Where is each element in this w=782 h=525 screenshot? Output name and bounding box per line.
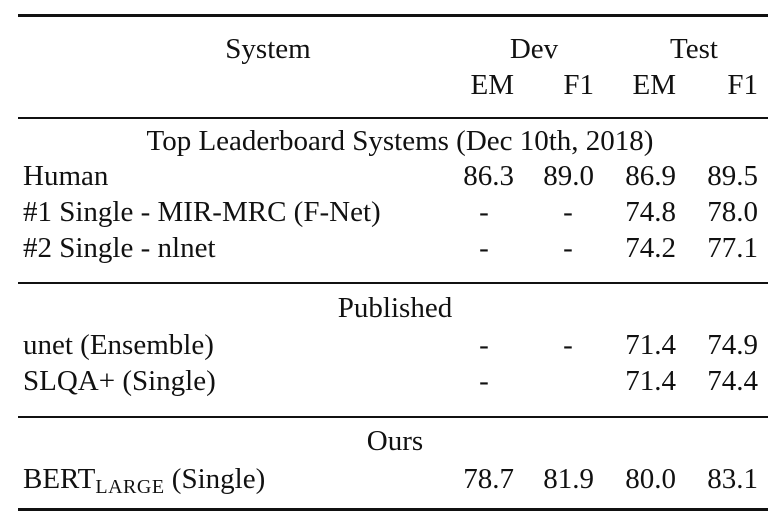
bert-suffix: (Single) [164, 463, 266, 495]
row-dev-em: - [479, 232, 489, 264]
row-test-em: 71.4 [625, 365, 676, 397]
header-dev-em: EM [470, 69, 515, 101]
row-dev-em: 78.7 [463, 463, 514, 495]
row-test-f1: 83.1 [707, 463, 758, 495]
section-title-ours: Ours [366, 425, 424, 457]
row-system: SLQA+ (Single) [23, 365, 216, 397]
section-rule-published [18, 282, 768, 284]
bert-subscript: LARGE [95, 476, 165, 498]
row-dev-f1: - [563, 232, 573, 264]
header-test-em: EM [632, 69, 677, 101]
row-dev-f1: 81.9 [543, 463, 594, 495]
section-title-published: Published [337, 292, 453, 324]
row-dev-em: 86.3 [463, 160, 514, 192]
row-test-f1: 74.9 [707, 329, 758, 361]
row-test-em: 71.4 [625, 329, 676, 361]
row-system: #2 Single - nlnet [23, 232, 216, 264]
row-dev-em: - [479, 196, 489, 228]
row-test-f1: 77.1 [707, 232, 758, 264]
bottom-rule [18, 508, 768, 511]
row-dev-f1: 89.0 [543, 160, 594, 192]
row-dev-em: - [479, 365, 489, 397]
row-test-f1: 74.4 [707, 365, 758, 397]
header-dev-f1: F1 [563, 69, 594, 101]
results-table: System Dev Test EM F1 EM F1 Top Leaderbo… [18, 14, 768, 512]
row-dev-f1: - [563, 329, 573, 361]
row-test-f1: 78.0 [707, 196, 758, 228]
section-title-top-leaderboard: Top Leaderboard Systems (Dec 10th, 2018) [146, 125, 654, 157]
row-system: unet (Ensemble) [23, 329, 214, 361]
row-test-f1: 89.5 [707, 160, 758, 192]
top-rule [18, 14, 768, 17]
row-dev-f1: - [563, 196, 573, 228]
header-dev: Dev [509, 33, 559, 65]
header-rule [18, 117, 768, 119]
header-test-f1: F1 [727, 69, 758, 101]
row-test-em: 86.9 [625, 160, 676, 192]
row-test-em: 74.8 [625, 196, 676, 228]
header-system: System [225, 33, 311, 65]
row-test-em: 74.2 [625, 232, 676, 264]
header-test: Test [670, 33, 718, 65]
row-test-em: 80.0 [625, 463, 676, 495]
row-system: #1 Single - MIR-MRC (F-Net) [23, 196, 381, 228]
bert-base-text: BERT [23, 463, 96, 495]
row-dev-em: - [479, 329, 489, 361]
row-system: BERTLARGE (Single) [23, 462, 453, 504]
row-system: Human [23, 160, 109, 192]
section-rule-ours [18, 416, 768, 418]
